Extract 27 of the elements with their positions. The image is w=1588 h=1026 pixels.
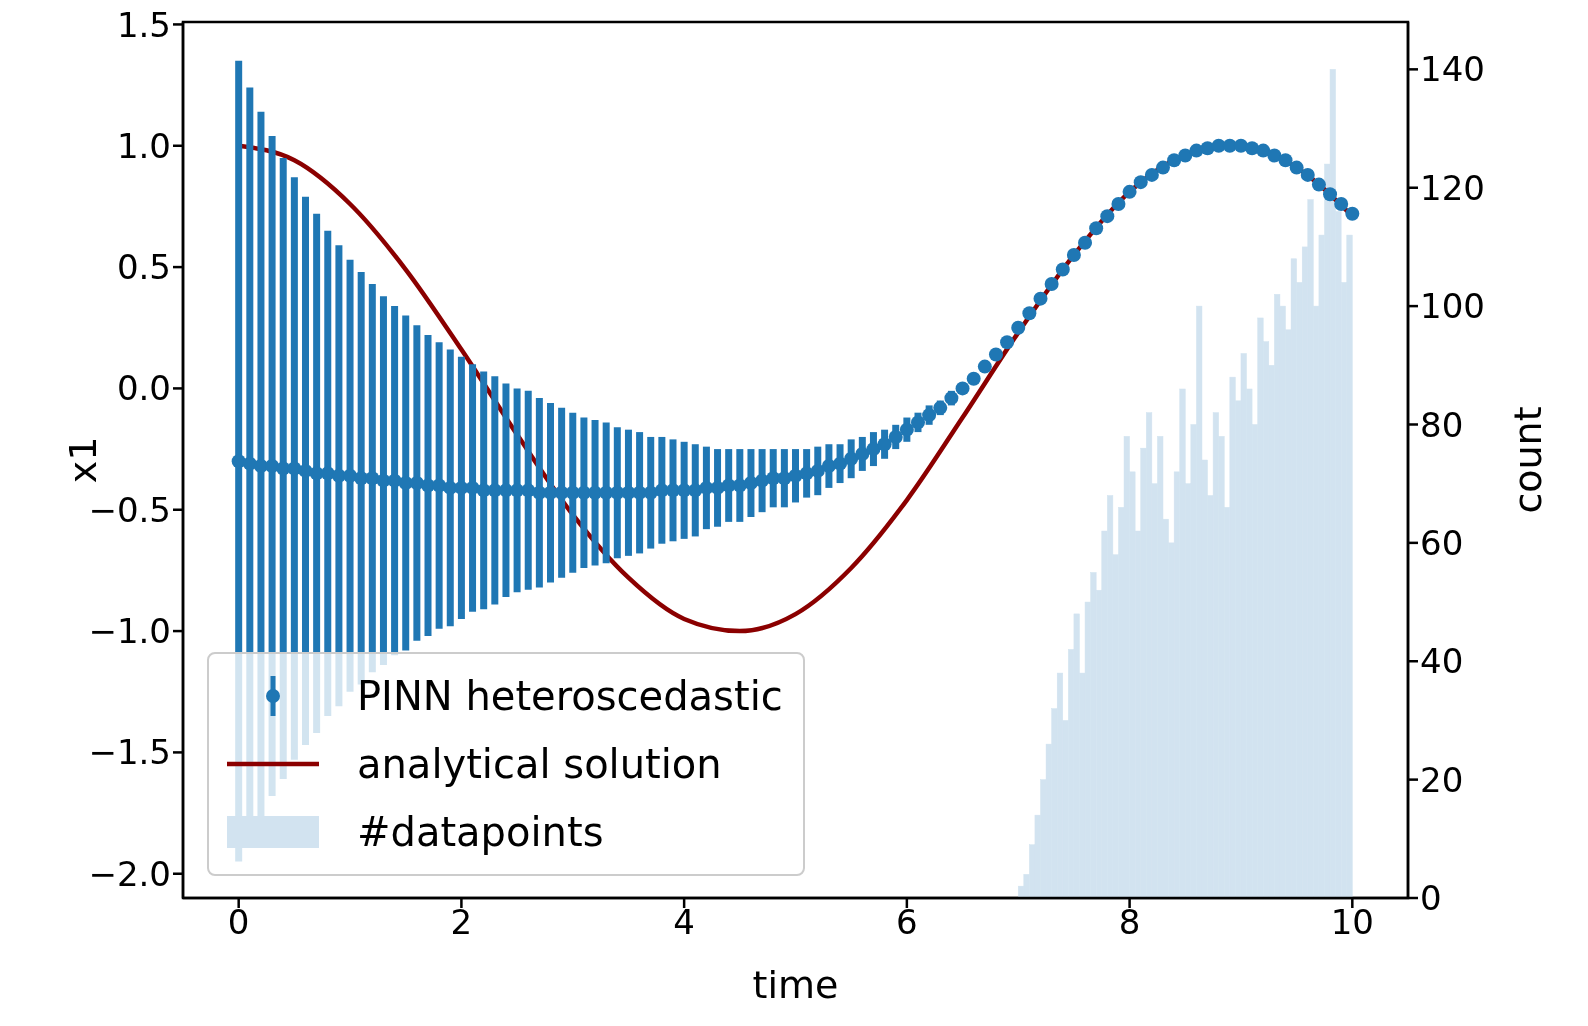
y2-axis-title: count: [1506, 406, 1551, 514]
y2-tick-label: 60: [1420, 522, 1464, 563]
y-tick-label: −2.0: [88, 853, 171, 894]
y2-tick-label: 80: [1420, 404, 1464, 445]
x-tick-label: 10: [1330, 902, 1374, 943]
y2-tick-label: 100: [1420, 286, 1485, 327]
y-tick-label: −1.0: [88, 611, 171, 652]
y-tick-label: 1.5: [116, 4, 171, 45]
legend-label: PINN heteroscedastic: [357, 672, 783, 721]
x-axis-title: time: [752, 963, 839, 1007]
x-tick-label: 8: [1118, 902, 1141, 943]
y-tick-label: 1.0: [116, 125, 171, 166]
y-tick-label: 0.0: [116, 368, 171, 409]
y-axis-title: x1: [61, 436, 106, 484]
y2-tick-label: 20: [1420, 759, 1464, 800]
y2-tick-label: 140: [1420, 49, 1485, 90]
x-tick-label: 6: [896, 902, 918, 943]
y-tick-label: −1.5: [88, 732, 171, 773]
x-tick-label: 0: [227, 902, 250, 943]
x-tick-label: 2: [450, 902, 473, 943]
legend-label: #datapoints: [357, 808, 604, 857]
y2-tick-label: 120: [1420, 167, 1485, 208]
y2-tick-label: 40: [1420, 641, 1464, 682]
legend-label: analytical solution: [357, 740, 722, 789]
x-tick-label: 4: [673, 902, 695, 943]
y-tick-label: 0.5: [116, 247, 171, 288]
y-tick-label: −0.5: [88, 489, 171, 530]
